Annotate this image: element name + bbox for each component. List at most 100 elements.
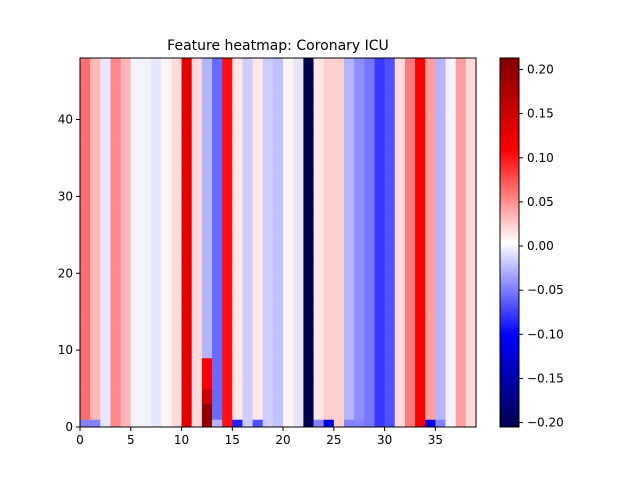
heatmap-cell — [242, 357, 254, 366]
heatmap-cell — [161, 327, 172, 336]
heatmap-cell — [323, 157, 335, 167]
heatmap-cell — [384, 88, 396, 97]
heatmap-cell — [191, 242, 203, 251]
heatmap-cell — [110, 242, 122, 251]
heatmap-cell — [130, 219, 142, 228]
heatmap-cell — [323, 88, 335, 97]
heatmap-cell — [404, 157, 416, 167]
heatmap-cell — [364, 265, 375, 274]
heatmap-cell — [344, 403, 355, 413]
heatmap-cell — [161, 204, 172, 213]
heatmap-cell — [364, 211, 375, 220]
heatmap-cell — [232, 142, 243, 151]
heatmap-cell — [242, 419, 254, 428]
heatmap-cell — [272, 388, 284, 397]
heatmap-cell — [262, 334, 274, 343]
heatmap-cell — [140, 342, 152, 351]
heatmap-cell — [435, 380, 446, 389]
heatmap-cell — [415, 373, 426, 382]
heatmap-cell — [445, 357, 457, 366]
heatmap-cell — [465, 288, 477, 297]
heatmap-cell — [333, 58, 345, 67]
heatmap-cell — [333, 104, 345, 113]
heatmap-cell — [100, 119, 111, 128]
heatmap-cell — [303, 219, 314, 228]
heatmap-cell — [455, 265, 467, 274]
heatmap-cell — [465, 342, 477, 351]
heatmap-cell — [404, 134, 416, 143]
heatmap-cell — [394, 227, 406, 236]
heatmap-cell — [445, 211, 457, 220]
heatmap-cell — [201, 350, 213, 359]
heatmap-cell — [100, 188, 111, 197]
heatmap-cell — [232, 342, 243, 351]
heatmap-cell — [262, 242, 274, 251]
heatmap-cell — [455, 134, 467, 143]
heatmap-cell — [394, 111, 406, 120]
heatmap-cell — [120, 73, 132, 82]
heatmap-cell — [90, 219, 101, 228]
heatmap-cell — [232, 73, 243, 82]
heatmap-cell — [140, 111, 152, 120]
heatmap-cell — [191, 196, 203, 205]
heatmap-cell — [272, 327, 284, 336]
heatmap-cell — [90, 96, 101, 105]
heatmap-cell — [161, 365, 172, 374]
heatmap-cell — [181, 357, 193, 366]
heatmap-cell — [212, 396, 223, 405]
heatmap-cell — [232, 319, 243, 328]
heatmap-cell — [445, 196, 457, 205]
heatmap-cell — [384, 181, 396, 190]
heatmap-cell — [465, 357, 477, 366]
heatmap-cell — [201, 142, 213, 151]
heatmap-cell — [252, 219, 264, 228]
heatmap-cell — [323, 196, 335, 205]
heatmap-cell — [90, 134, 101, 143]
heatmap-cell — [404, 273, 416, 282]
heatmap-cell — [252, 357, 264, 366]
heatmap-cell — [415, 357, 426, 366]
heatmap-cell — [130, 396, 142, 405]
heatmap-cell — [425, 127, 436, 136]
heatmap-cell — [333, 134, 345, 143]
heatmap-cell — [435, 173, 446, 182]
heatmap-cell — [333, 81, 345, 90]
heatmap-cell — [130, 288, 142, 297]
x-axis: 0 5 10 15 20 25 30 35 — [76, 427, 443, 447]
heatmap-cell — [140, 411, 152, 420]
heatmap-cell — [120, 265, 132, 274]
heatmap-cell — [191, 188, 203, 197]
x-tick-label: 10 — [174, 433, 189, 447]
heatmap-cell — [293, 234, 304, 243]
heatmap-cell — [374, 142, 386, 151]
heatmap-cell — [455, 327, 467, 336]
heatmap-cell — [303, 388, 314, 397]
heatmap-cell — [374, 280, 386, 290]
heatmap-cell — [415, 411, 426, 420]
heatmap-cell — [120, 119, 132, 128]
heatmap-cell — [140, 319, 152, 328]
heatmap — [80, 58, 477, 428]
heatmap-cell — [455, 257, 467, 266]
heatmap-cell — [242, 334, 254, 343]
heatmap-cell — [303, 58, 314, 67]
heatmap-cell — [191, 365, 203, 374]
colorbar-tick-label: −0.15 — [527, 371, 564, 385]
heatmap-cell — [191, 250, 203, 259]
heatmap-cell — [201, 111, 213, 120]
heatmap-cell — [130, 96, 142, 105]
heatmap-cell — [120, 250, 132, 259]
heatmap-cell — [394, 357, 406, 366]
heatmap-cell — [171, 334, 182, 343]
heatmap-cell — [404, 58, 416, 67]
heatmap-cell — [252, 157, 264, 167]
heatmap-cell — [90, 365, 101, 374]
heatmap-cell — [364, 350, 375, 359]
heatmap-cell — [425, 411, 436, 420]
heatmap-cell — [161, 211, 172, 220]
heatmap-cell — [323, 296, 335, 305]
heatmap-cell — [80, 396, 91, 405]
heatmap-cell — [354, 173, 365, 182]
heatmap-cell — [100, 150, 111, 159]
heatmap-cell — [161, 227, 172, 236]
